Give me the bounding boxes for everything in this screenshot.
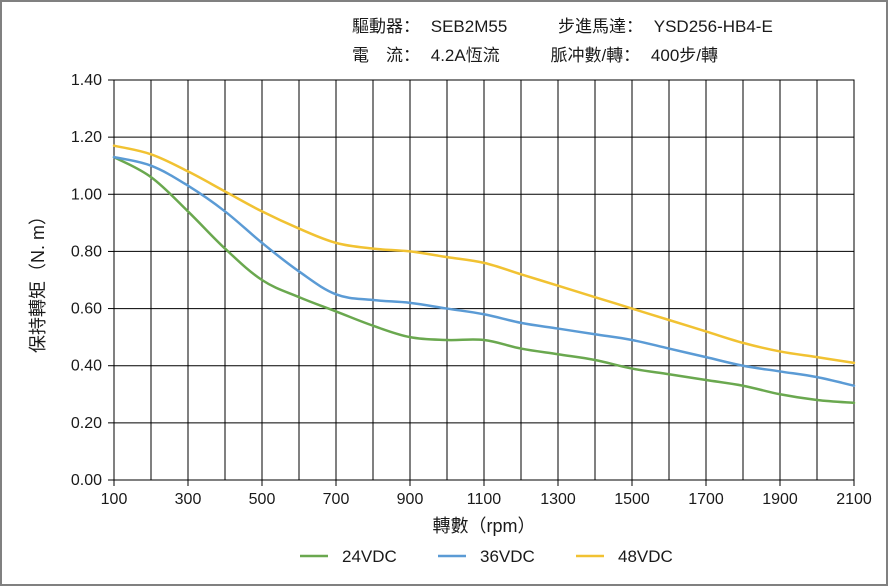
chart-frame: 驅動器： SEB2M55 步進馬達： YSD256-HB4-E 電 流： 4.2… — [0, 0, 888, 586]
legend-label-36VDC: 36VDC — [480, 547, 535, 566]
y-tick-label: 0.40 — [71, 358, 102, 375]
motor-label: 步進馬達： — [558, 12, 643, 37]
y-tick-label: 0.80 — [71, 243, 102, 260]
y-tick-label: 0.60 — [71, 301, 102, 318]
legend-label-48VDC: 48VDC — [618, 547, 673, 566]
x-axis-label: 轉數（rpm） — [433, 516, 536, 536]
chart-header: 驅動器： SEB2M55 步進馬達： YSD256-HB4-E 電 流： 4.2… — [352, 12, 773, 70]
x-tick-label: 1700 — [688, 491, 724, 508]
y-tick-label: 1.00 — [71, 186, 102, 203]
y-axis-label: 保持轉矩（N. m） — [28, 207, 48, 353]
legend-label-24VDC: 24VDC — [342, 547, 397, 566]
x-tick-label: 500 — [249, 491, 276, 508]
x-tick-label: 700 — [323, 491, 350, 508]
y-tick-label: 0.20 — [71, 415, 102, 432]
x-tick-label: 1300 — [540, 491, 576, 508]
x-tick-label: 1100 — [467, 491, 502, 508]
torque-chart: 100 300 500 700 900 1100 1300 1500 1700 1900 2100 0… — [2, 2, 888, 588]
x-tick-label: 100 — [101, 491, 128, 508]
current-value: 4.2A恆流 — [431, 41, 500, 66]
y-tick-label: 0.00 — [71, 472, 102, 489]
motor-value: YSD256-HB4-E — [654, 17, 773, 37]
driver-value: SEB2M55 — [431, 17, 508, 37]
x-tick-label: 2100 — [836, 491, 872, 508]
pulses-value: 400步/轉 — [651, 41, 718, 66]
x-tick-label: 1500 — [614, 491, 650, 508]
driver-label: 驅動器： — [352, 12, 420, 37]
x-tick-label: 300 — [175, 491, 202, 508]
x-tick-label: 900 — [397, 491, 424, 508]
pulses-label: 脈冲數/轉： — [550, 41, 640, 66]
y-tick-label: 1.20 — [71, 129, 102, 146]
y-tick-label: 1.40 — [71, 72, 102, 89]
current-label: 電 流： — [352, 41, 420, 66]
x-tick-label: 1900 — [762, 491, 798, 508]
